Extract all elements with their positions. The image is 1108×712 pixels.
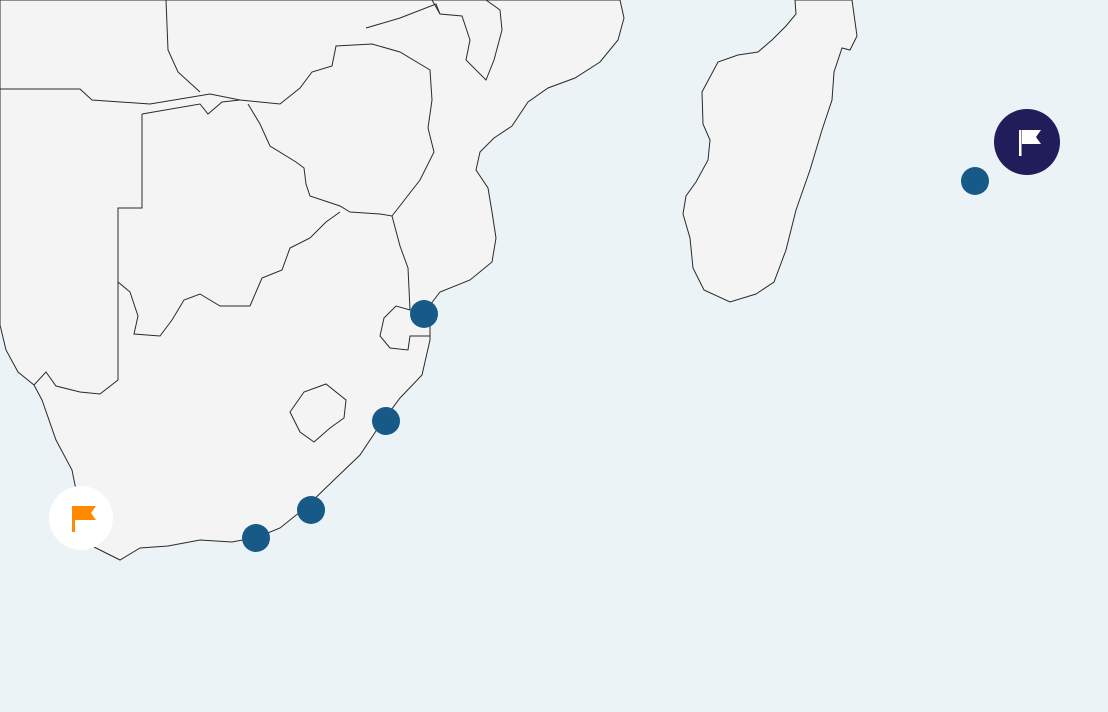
route-stop-marker[interactable] [372,407,400,435]
land-madagascar [682,0,858,303]
route-stops [242,167,989,552]
end-marker[interactable] [994,109,1060,175]
flag-icon [1019,130,1041,156]
start-marker[interactable] [49,486,113,550]
route-stop-marker[interactable] [242,524,270,552]
country-borders [0,0,503,443]
route-stop-marker[interactable] [297,496,325,524]
route-stop-marker[interactable] [961,167,989,195]
route-stop-marker[interactable] [410,300,438,328]
flag-icon [72,506,96,532]
